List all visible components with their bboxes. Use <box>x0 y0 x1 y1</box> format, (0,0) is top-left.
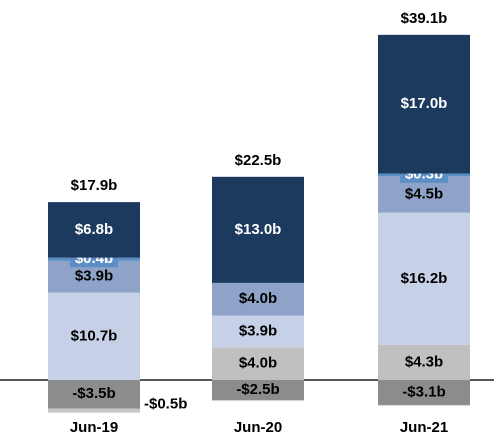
data-label: -$3.5b <box>72 385 115 402</box>
data-label: $3.9b <box>239 322 277 339</box>
data-label: $17.0b <box>401 95 448 112</box>
data-label: -$2.5b <box>236 381 279 398</box>
data-label: $4.3b <box>405 353 443 370</box>
x-tick-label: Jun-19 <box>70 419 118 436</box>
bar-segment <box>378 344 470 380</box>
data-label: -$3.1b <box>402 384 445 401</box>
total-label: $22.5b <box>235 152 282 169</box>
bar-segment <box>212 282 304 316</box>
x-tick-label: Jun-20 <box>234 419 282 436</box>
data-label: $3.9b <box>75 268 113 285</box>
data-label: $4.5b <box>405 185 443 202</box>
total-label: $17.9b <box>71 177 118 194</box>
total-label: $39.1b <box>401 10 448 27</box>
bar-segment <box>48 408 140 413</box>
data-label: $4.0b <box>239 290 277 307</box>
bar-segment <box>212 380 304 401</box>
bar-segment <box>212 176 304 283</box>
data-label: $10.7b <box>71 327 118 344</box>
data-label: $6.8b <box>75 221 113 238</box>
data-label: $16.2b <box>401 270 448 287</box>
bar-segment <box>378 380 470 406</box>
x-tick-label: Jun-21 <box>400 419 448 436</box>
data-label: -$0.5b <box>144 396 187 413</box>
bar-segment <box>48 202 140 258</box>
bar-segment <box>378 34 470 174</box>
bar-segment <box>48 380 140 409</box>
data-label: $4.0b <box>239 355 277 372</box>
bar-segment <box>212 347 304 380</box>
data-label: $13.0b <box>235 221 282 238</box>
bar-segment <box>378 212 470 345</box>
bar-segment <box>48 292 140 380</box>
bar-segment <box>212 315 304 348</box>
